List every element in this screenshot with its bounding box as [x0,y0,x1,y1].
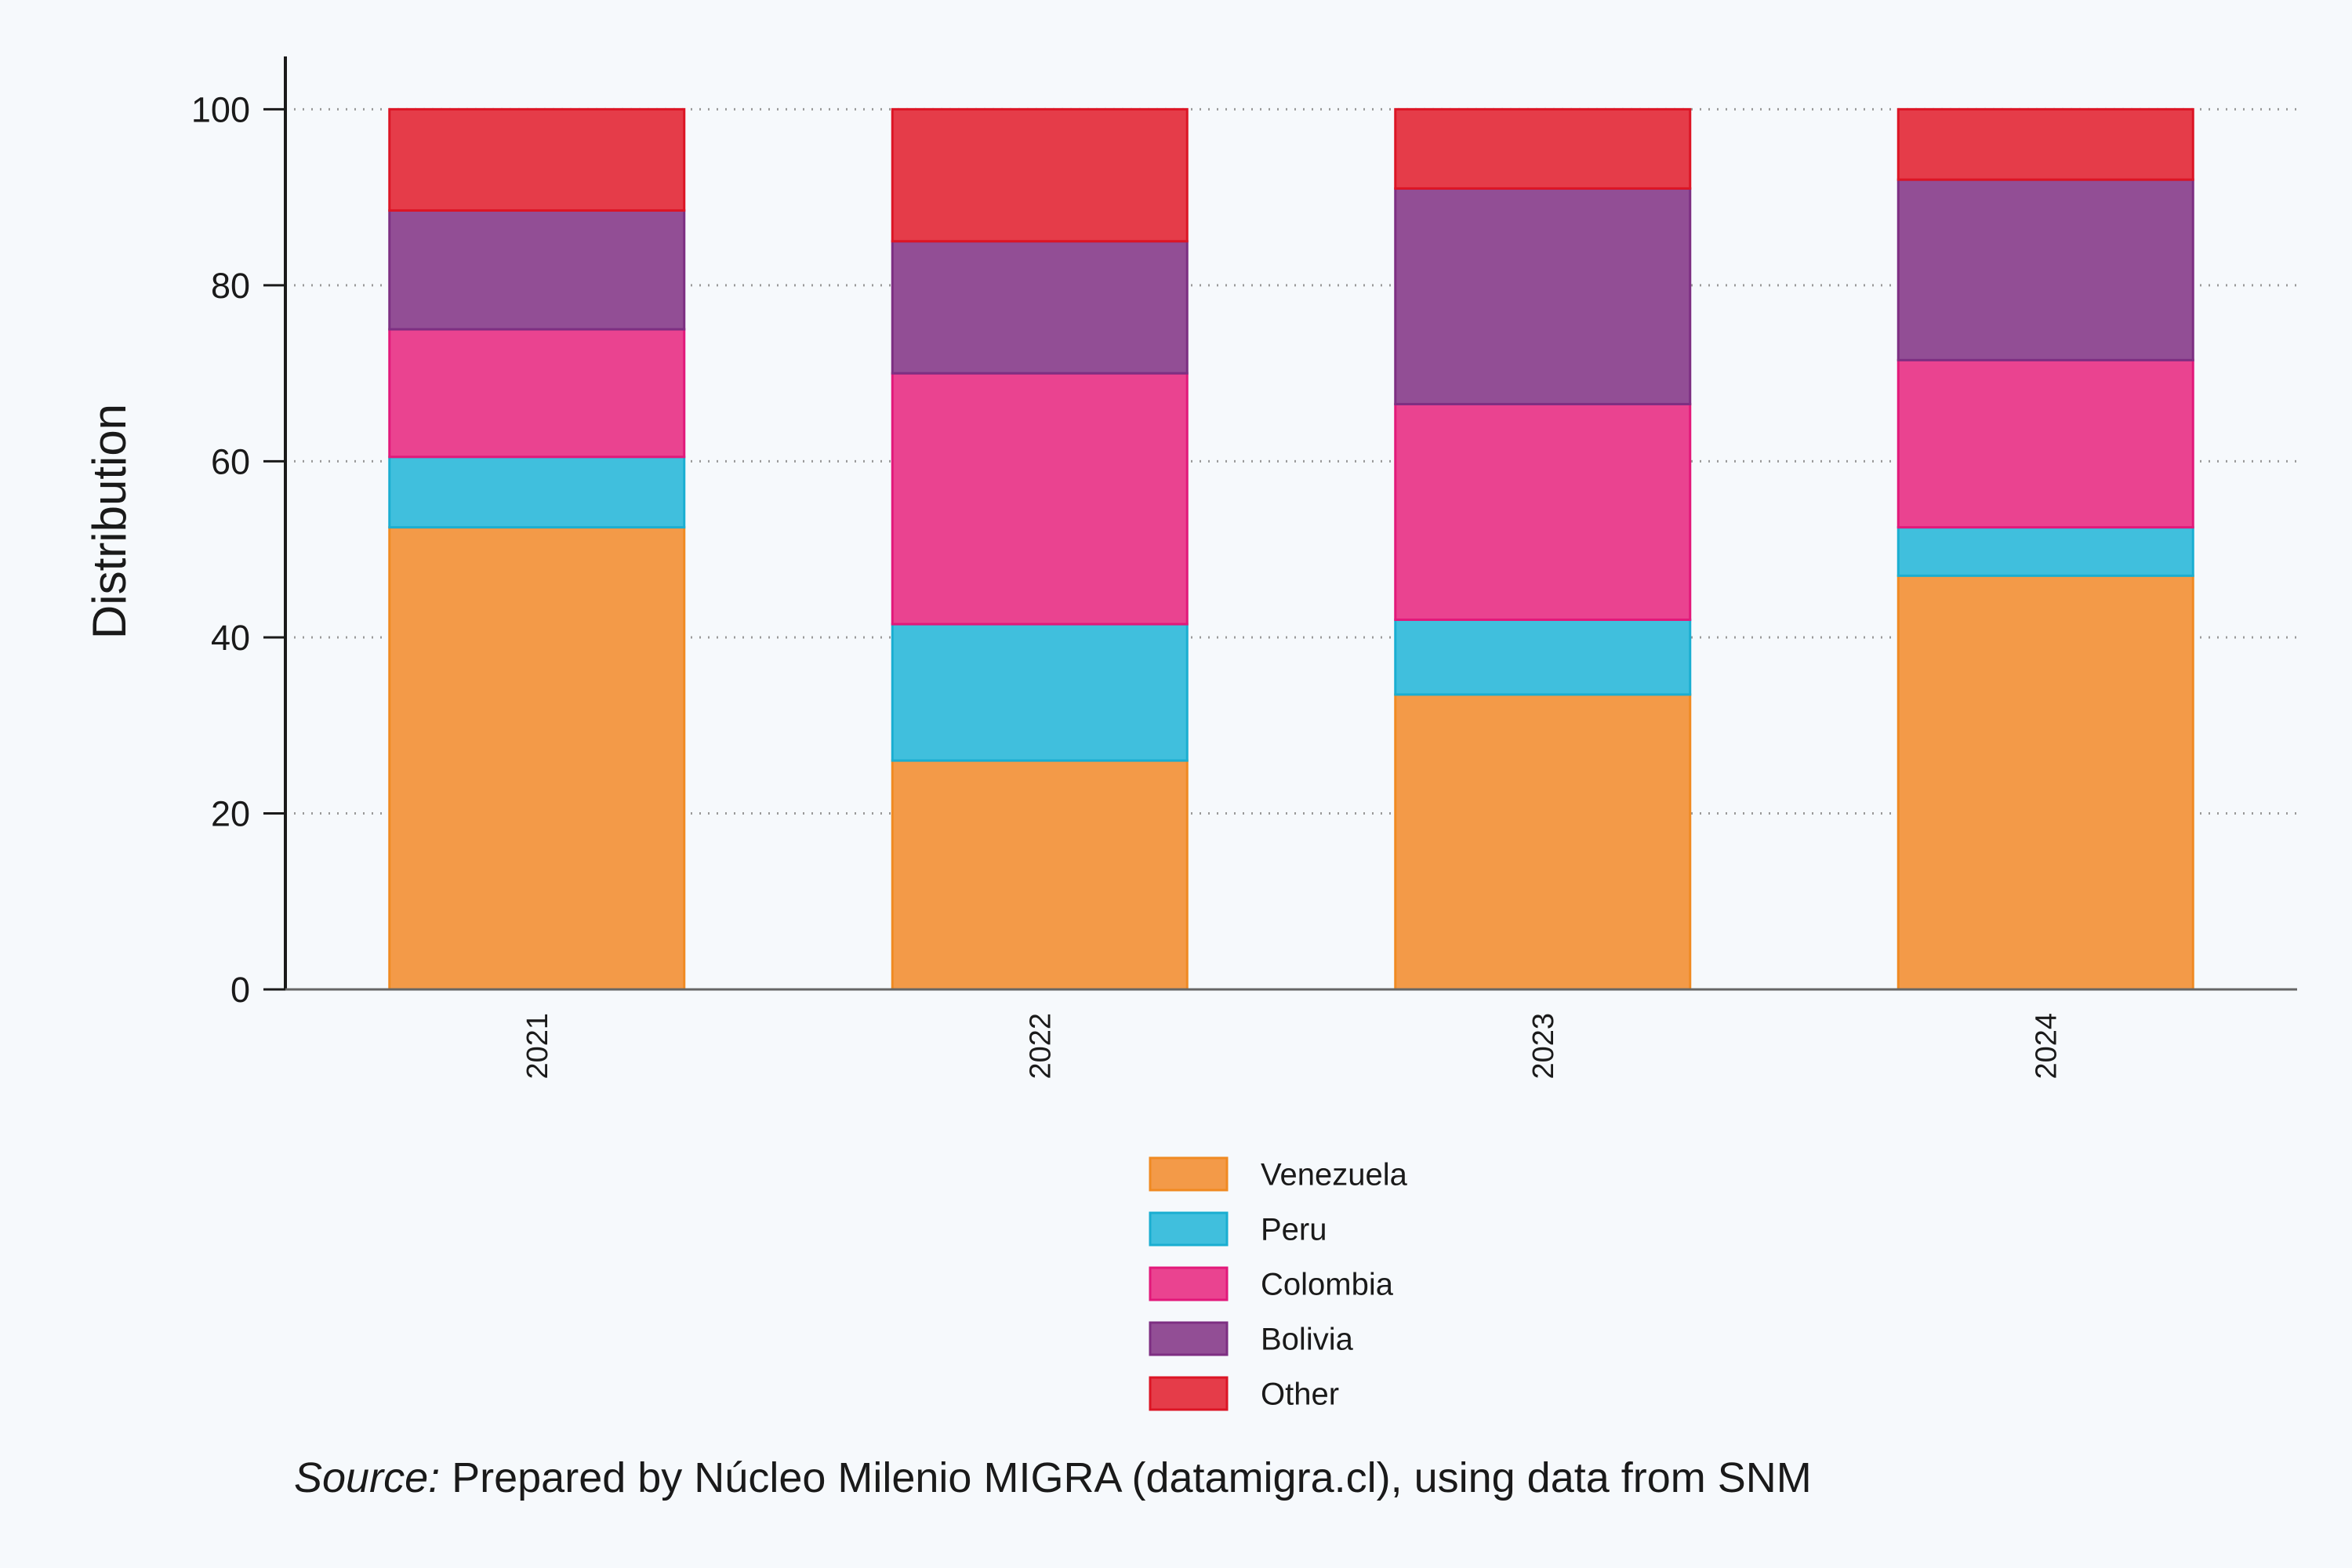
legend-item-colombia: Colombia [1149,1266,1394,1302]
y-tick-label: 60 [211,441,250,481]
y-tick-label: 80 [211,266,250,306]
y-tick-label: 20 [211,793,250,833]
y-tick-label: 40 [211,618,250,658]
y-tick-labels: 0 20 40 60 80 100 [191,89,285,1010]
bar-segment-venezuela-2022 [891,759,1189,991]
bars [388,107,2194,991]
legend-swatch [1149,1156,1229,1192]
legend-label: Other [1261,1377,1339,1412]
bar-group-2021 [388,107,686,991]
x-tick-label: 2024 [2030,1013,2063,1080]
bar-group-2024 [1896,107,2194,991]
bar-segment-colombia-2022 [891,372,1189,626]
legend-swatch [1149,1376,1229,1411]
x-tick-label: 2022 [1024,1013,1057,1080]
legend-swatch [1149,1266,1229,1301]
bar-group-2023 [1394,107,1692,991]
x-tick-label: 2023 [1527,1013,1560,1080]
y-axis-title: Distribution [83,404,136,639]
source-caption-text: Prepared by Núcleo Milenio MIGRA (datami… [440,1454,1812,1501]
bar-segment-bolivia-2021 [388,209,686,331]
bar-segment-peru-2024 [1896,526,2194,577]
source-caption: Source: Prepared by Núcleo Milenio MIGRA… [294,1454,1812,1501]
bar-segment-other-2024 [1896,107,2194,181]
bar-segment-venezuela-2023 [1394,693,1692,991]
legend-item-venezuela: Venezuela [1149,1156,1408,1192]
bar-segment-peru-2023 [1394,618,1692,696]
x-tick-labels: 2021 2022 2023 2024 [521,1013,2063,1080]
x-tick-label: 2021 [521,1013,554,1080]
source-caption-prefix: Source: [294,1454,440,1501]
bar-segment-bolivia-2024 [1896,178,2194,361]
bar-segment-colombia-2023 [1394,402,1692,621]
bar-segment-other-2022 [891,107,1189,243]
legend-label: Venezuela [1261,1158,1408,1192]
legend-swatch [1149,1321,1229,1356]
bar-group-2022 [891,107,1189,991]
legend-item-peru: Peru [1149,1211,1327,1247]
legend-label: Colombia [1261,1268,1394,1302]
legend-item-bolivia: Bolivia [1149,1321,1354,1357]
axes [284,56,2297,991]
legend: Venezuela Peru Colombia Bolivia Other [1149,1156,1408,1412]
legend-label: Bolivia [1261,1323,1354,1357]
y-tick-label: 100 [191,89,250,129]
bar-segment-bolivia-2023 [1394,187,1692,405]
bar-segment-colombia-2024 [1896,358,2194,529]
bar-segment-colombia-2021 [388,328,686,459]
bar-segment-venezuela-2021 [388,526,686,991]
bar-segment-venezuela-2024 [1896,574,2194,991]
legend-item-other: Other [1149,1376,1339,1412]
bar-segment-peru-2022 [891,622,1189,762]
bar-segment-other-2023 [1394,107,1692,190]
y-tick-label: 0 [230,970,250,1010]
bar-segment-bolivia-2022 [891,240,1189,375]
legend-swatch [1149,1211,1229,1247]
bar-segment-peru-2021 [388,456,686,529]
legend-label: Peru [1261,1213,1327,1247]
bar-segment-other-2021 [388,107,686,212]
